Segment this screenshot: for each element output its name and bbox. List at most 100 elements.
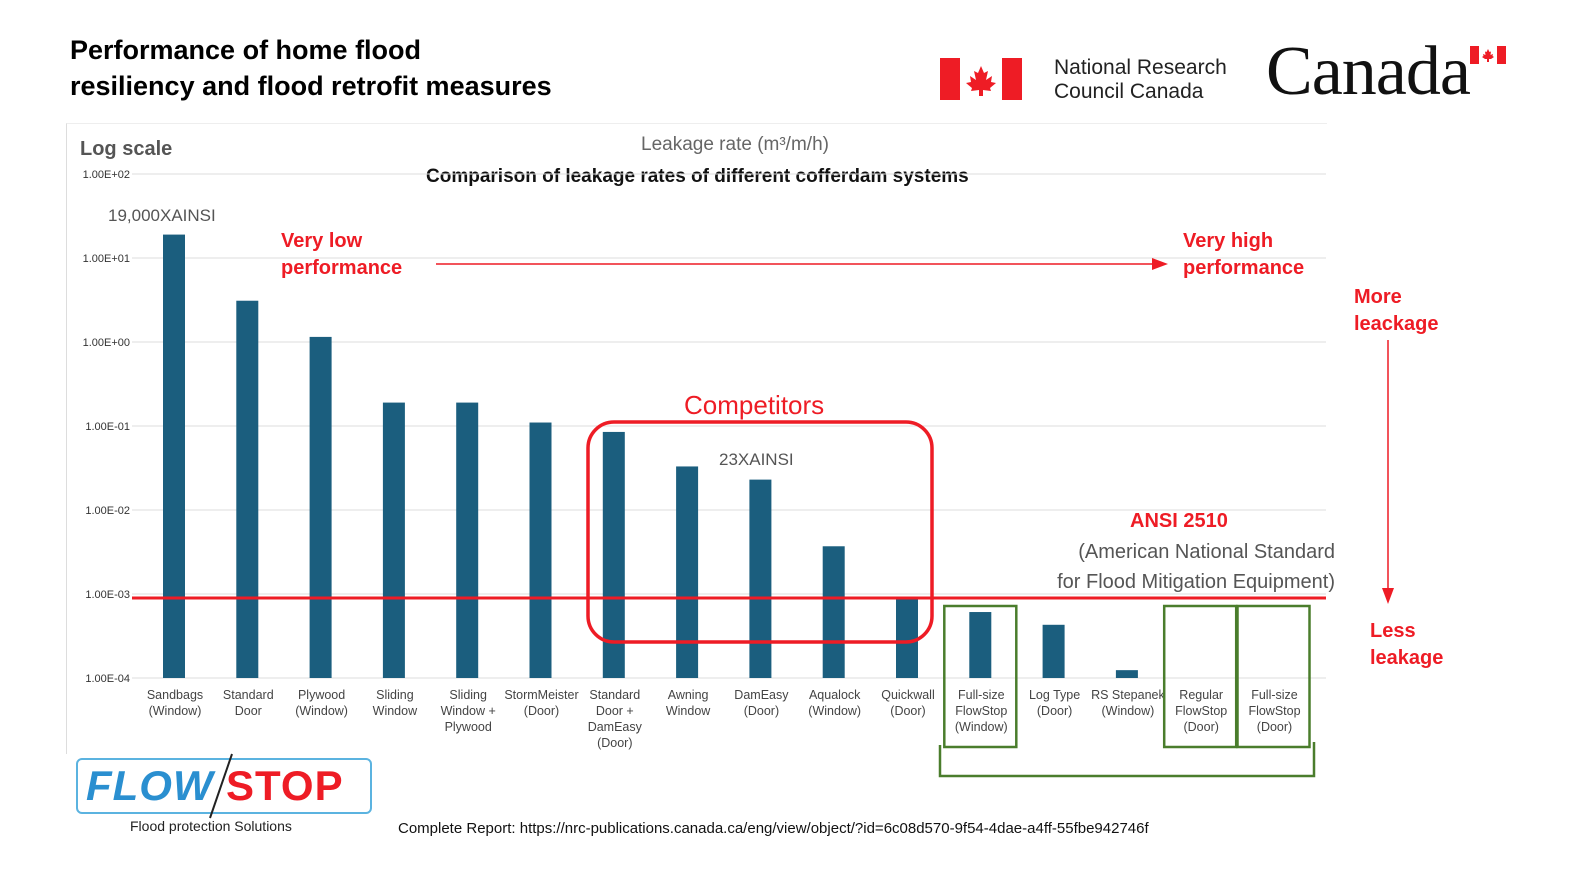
flowstop-highlight-box bbox=[1162, 604, 1238, 749]
x-tick-label: (Window) bbox=[295, 704, 348, 718]
bar bbox=[822, 546, 845, 678]
y-tick-label: 1.00E+00 bbox=[83, 337, 130, 349]
x-tick-label: (Door) bbox=[890, 704, 925, 718]
bar bbox=[1042, 624, 1065, 678]
x-tick-label: Sliding bbox=[376, 688, 414, 702]
bar bbox=[676, 466, 699, 678]
x-tick-label: StormMeister bbox=[504, 688, 578, 702]
very-low-line1: Very low bbox=[281, 230, 363, 252]
x-tick-label: Sliding bbox=[449, 688, 487, 702]
x-tick-label: Sandbags bbox=[147, 688, 203, 702]
very-high-performance-label: Very high performance bbox=[1183, 228, 1304, 282]
title-line-1: Performance of home flood bbox=[70, 35, 422, 65]
chart-title: Comparison of leakage rates of different… bbox=[426, 166, 969, 187]
x-tick-label: Window bbox=[666, 704, 711, 718]
x-tick-label: Full-size bbox=[958, 688, 1005, 702]
y-tick-label: 1.00E+01 bbox=[83, 253, 130, 265]
bar bbox=[163, 234, 185, 678]
x-tick-label: (Window) bbox=[955, 720, 1008, 734]
more-leakage-label: More leackage bbox=[1354, 284, 1439, 338]
flowstop-logo: FLOW STOP bbox=[76, 753, 372, 819]
performance-arrow-head-icon bbox=[1152, 258, 1168, 270]
x-tick-label: Window + bbox=[441, 704, 496, 718]
x-tick-label: Quickwall bbox=[881, 688, 935, 702]
x-tick-label: RS Stepanek bbox=[1091, 688, 1165, 702]
very-low-performance-label: Very low performance bbox=[281, 228, 402, 282]
bar bbox=[456, 402, 479, 678]
page-title: Performance of home flood resiliency and… bbox=[70, 32, 552, 104]
x-tick-label: DamEasy bbox=[734, 688, 789, 702]
x-tick-label: (Door) bbox=[1037, 704, 1072, 718]
x-tick-label: Full-size bbox=[1251, 688, 1298, 702]
logo-tagline: Flood protection Solutions bbox=[130, 818, 292, 834]
x-tick-label: FlowStop bbox=[1248, 704, 1300, 718]
flowstop-bracket bbox=[938, 742, 1316, 778]
bar bbox=[602, 431, 625, 678]
ansi-title: ANSI 2510 bbox=[1130, 510, 1228, 532]
x-tick-label: Log Type bbox=[1029, 688, 1080, 702]
nrc-line-2: Council Canada bbox=[1054, 80, 1204, 103]
report-link[interactable]: Complete Report: https://nrc-publication… bbox=[398, 820, 1149, 837]
logo-slash-icon bbox=[209, 753, 233, 819]
ansi-subtitle: (American National Standard for Flood Mi… bbox=[1000, 537, 1335, 597]
x-tick-label: Plywood bbox=[298, 688, 345, 702]
very-high-line2: performance bbox=[1183, 257, 1305, 279]
bar bbox=[529, 422, 552, 678]
dameasy-annotation: 23XAINSI bbox=[719, 450, 794, 469]
bar bbox=[969, 612, 992, 678]
leakage-arrow-head-icon bbox=[1382, 588, 1394, 604]
x-tick-label: Standard bbox=[589, 688, 640, 702]
y-tick-label: 1.00E-03 bbox=[85, 589, 130, 601]
x-tick-label: (Window) bbox=[1102, 704, 1155, 718]
x-tick-label: (Window) bbox=[149, 704, 202, 718]
x-tick-label: Door + bbox=[596, 704, 634, 718]
competitors-box bbox=[586, 420, 934, 644]
y-tick-label: 1.00E+02 bbox=[83, 169, 130, 181]
x-tick-label: (Door) bbox=[524, 704, 559, 718]
x-tick-label: Standard bbox=[223, 688, 274, 702]
y-tick-label: 1.00E-04 bbox=[85, 673, 130, 685]
bar bbox=[309, 336, 332, 678]
x-tick-label: (Door) bbox=[1257, 720, 1292, 734]
logo-flow-text: FLOW bbox=[86, 762, 214, 809]
log-scale-label: Log scale bbox=[80, 138, 173, 160]
bar bbox=[382, 402, 405, 678]
sandbags-annotation: 19,000XAINSI bbox=[108, 206, 216, 225]
ansi-sub-line1: (American National Standard bbox=[1078, 541, 1335, 563]
x-tick-label: Plywood bbox=[445, 720, 492, 734]
x-tick-label: Regular bbox=[1179, 688, 1223, 702]
nrc-logo-text: National Research Council Canada bbox=[1054, 56, 1227, 104]
bar bbox=[749, 479, 772, 678]
nrc-line-1: National Research bbox=[1054, 56, 1227, 79]
x-tick-label: (Door) bbox=[597, 736, 632, 750]
x-tick-label: DamEasy bbox=[588, 720, 643, 734]
x-tick-label: FlowStop bbox=[1175, 704, 1227, 718]
flowstop-highlight-box bbox=[1236, 604, 1311, 749]
very-high-line1: Very high bbox=[1183, 230, 1274, 252]
chart-frame bbox=[66, 123, 1327, 754]
less-line1: Less bbox=[1370, 620, 1416, 642]
logo-stop-text: STOP bbox=[226, 762, 344, 809]
canada-wordmark: Canada bbox=[1266, 33, 1471, 110]
x-tick-label: Awning bbox=[668, 688, 709, 702]
x-tick-label: (Door) bbox=[744, 704, 779, 718]
more-line2: leackage bbox=[1354, 313, 1439, 335]
ansi-sub-line2: for Flood Mitigation Equipment) bbox=[1057, 571, 1335, 593]
y-tick-label: 1.00E-02 bbox=[85, 505, 130, 517]
x-tick-label: (Window) bbox=[808, 704, 861, 718]
bar bbox=[896, 597, 918, 678]
x-tick-label: (Door) bbox=[1183, 720, 1218, 734]
canada-flag-icon bbox=[940, 58, 1022, 100]
x-tick-label: Aqualock bbox=[809, 688, 861, 702]
x-tick-label: FlowStop bbox=[955, 704, 1007, 718]
bar bbox=[1115, 670, 1138, 678]
very-low-line2: performance bbox=[281, 257, 403, 279]
title-line-2: resiliency and flood retrofit measures bbox=[70, 71, 552, 101]
less-line2: leakage bbox=[1370, 647, 1444, 669]
canada-wordmark-flag-icon bbox=[1470, 46, 1506, 64]
flowstop-highlight-box bbox=[943, 604, 1018, 749]
competitors-label: Competitors bbox=[684, 390, 825, 420]
more-line1: More bbox=[1354, 286, 1402, 308]
y-axis-title: Leakage rate (m³/m/h) bbox=[641, 134, 829, 155]
